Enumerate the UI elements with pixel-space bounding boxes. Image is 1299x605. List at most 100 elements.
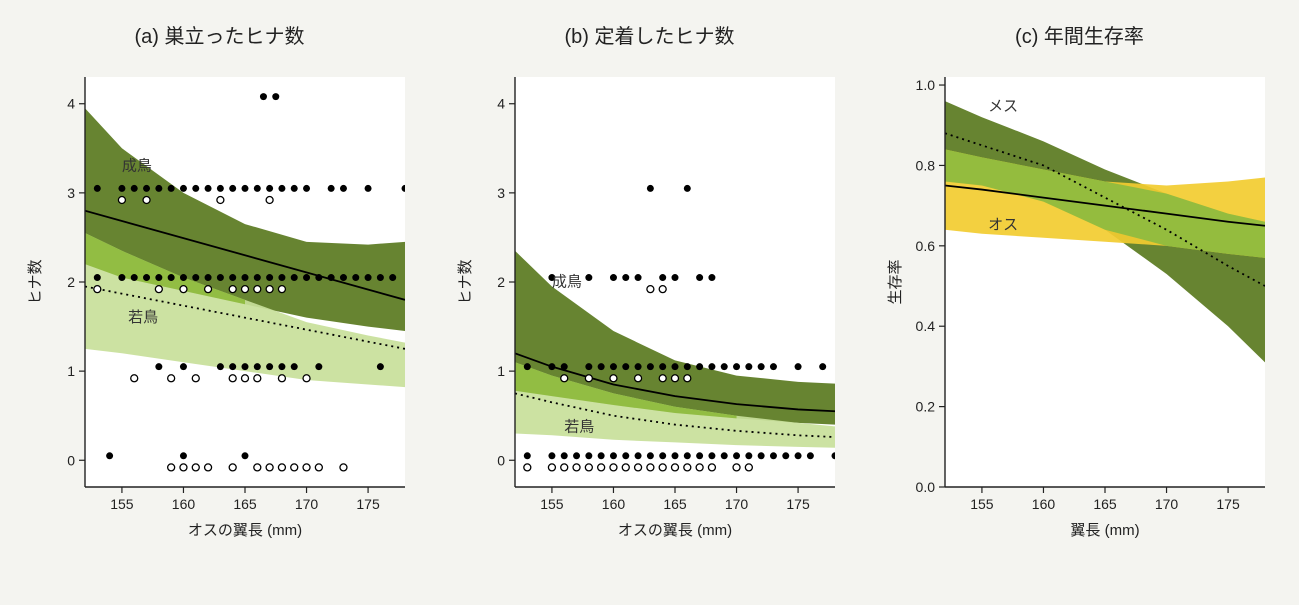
panel-title-b: (b) 定着したヒナ数: [565, 20, 735, 49]
point-filled: [266, 363, 273, 370]
point-filled: [646, 185, 653, 192]
xlabel: オスの翼長 (mm): [187, 522, 301, 539]
ytick-label: 0.0: [915, 479, 935, 495]
xtick-label: 155: [110, 496, 134, 512]
point-open: [597, 464, 604, 471]
point-filled: [266, 274, 273, 281]
point-filled: [216, 363, 223, 370]
point-filled: [560, 363, 567, 370]
point-filled: [622, 274, 629, 281]
point-open: [671, 464, 678, 471]
point-open: [745, 464, 752, 471]
point-filled: [272, 93, 279, 100]
point-open: [683, 375, 690, 382]
point-filled: [745, 452, 752, 459]
point-filled: [229, 363, 236, 370]
point-open: [303, 464, 310, 471]
point-open: [708, 464, 715, 471]
xtick-label: 160: [1031, 496, 1055, 512]
ytick-label: 3: [67, 185, 75, 201]
xtick-label: 160: [601, 496, 625, 512]
point-open: [155, 286, 162, 293]
chart-svg-a: 成鳥若鳥15516016517017501234オスの翼長 (mm)ヒナ数: [20, 57, 420, 557]
point-open: [290, 464, 297, 471]
point-open: [659, 464, 666, 471]
panel-a: (a) 巣立ったヒナ数成鳥若鳥15516016517017501234オスの翼長…: [20, 20, 420, 557]
point-filled: [523, 452, 530, 459]
point-filled: [401, 185, 408, 192]
xtick-label: 165: [1093, 496, 1117, 512]
point-filled: [204, 274, 211, 281]
point-filled: [241, 274, 248, 281]
point-open: [266, 286, 273, 293]
point-open: [216, 197, 223, 204]
point-open: [118, 197, 125, 204]
point-filled: [634, 363, 641, 370]
point-filled: [303, 274, 310, 281]
point-filled: [794, 363, 801, 370]
point-open: [278, 464, 285, 471]
point-open: [241, 286, 248, 293]
series-label-0: メス: [988, 98, 1018, 115]
point-open: [696, 464, 703, 471]
point-open: [646, 464, 653, 471]
ytick-label: 3: [497, 185, 505, 201]
point-filled: [278, 274, 285, 281]
point-filled: [696, 452, 703, 459]
point-filled: [708, 274, 715, 281]
point-filled: [290, 363, 297, 370]
point-filled: [769, 452, 776, 459]
point-open: [634, 375, 641, 382]
point-filled: [646, 363, 653, 370]
point-open: [130, 375, 137, 382]
point-open: [671, 375, 678, 382]
point-open: [573, 464, 580, 471]
ytick-label: 0: [67, 452, 75, 468]
point-open: [167, 464, 174, 471]
point-filled: [671, 274, 678, 281]
point-filled: [659, 452, 666, 459]
series-label-0: 成鳥: [551, 272, 581, 290]
point-open: [278, 375, 285, 382]
point-open: [646, 286, 653, 293]
xtick-label: 170: [724, 496, 748, 512]
point-open: [266, 197, 273, 204]
xtick-label: 165: [233, 496, 257, 512]
point-filled: [696, 363, 703, 370]
point-filled: [573, 452, 580, 459]
point-filled: [585, 452, 592, 459]
point-filled: [179, 274, 186, 281]
xtick-label: 170: [1154, 496, 1178, 512]
point-open: [253, 375, 260, 382]
point-filled: [259, 93, 266, 100]
point-filled: [733, 363, 740, 370]
point-filled: [93, 274, 100, 281]
point-filled: [720, 452, 727, 459]
series-label-1: オス: [988, 217, 1018, 234]
point-filled: [327, 274, 334, 281]
chart-svg-c: メスオス1551601651701750.00.20.40.60.81.0翼長 …: [880, 57, 1280, 557]
point-filled: [315, 363, 322, 370]
panel-title-c: (c) 年間生存率: [1015, 20, 1144, 49]
panel-b: (b) 定着したヒナ数成鳥若鳥15516016517017501234オスの翼長…: [450, 20, 850, 557]
point-filled: [782, 452, 789, 459]
point-filled: [831, 452, 838, 459]
point-filled: [327, 185, 334, 192]
point-filled: [560, 452, 567, 459]
point-filled: [93, 185, 100, 192]
point-filled: [389, 274, 396, 281]
point-filled: [585, 363, 592, 370]
point-open: [339, 464, 346, 471]
ylabel: ヒナ数: [27, 259, 44, 304]
point-filled: [253, 363, 260, 370]
point-filled: [671, 363, 678, 370]
point-filled: [597, 452, 604, 459]
point-filled: [290, 274, 297, 281]
point-open: [683, 464, 690, 471]
point-filled: [659, 274, 666, 281]
point-open: [634, 464, 641, 471]
xtick-label: 165: [663, 496, 687, 512]
point-open: [229, 464, 236, 471]
point-filled: [130, 274, 137, 281]
point-filled: [622, 452, 629, 459]
